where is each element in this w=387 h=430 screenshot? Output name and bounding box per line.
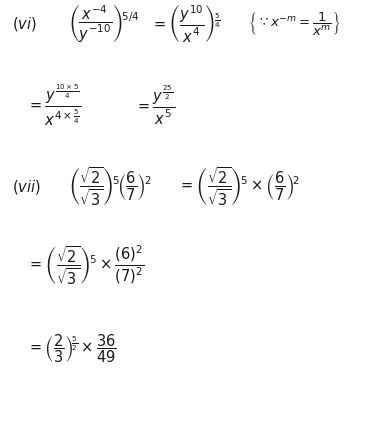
Text: $(vi)$: $(vi)$ [12,15,36,33]
Text: $= \left(\dfrac{y^{10}}{x^{4}}\right)^{\!\frac{5}{4}}$: $= \left(\dfrac{y^{10}}{x^{4}}\right)^{\… [151,3,221,44]
Text: $= \dfrac{y^{\frac{25}{2}}}{x^{5}}$: $= \dfrac{y^{\frac{25}{2}}}{x^{5}}$ [135,84,176,127]
Text: $\left(\dfrac{\sqrt{2}}{\sqrt{3}}\right)^{\!5}\!\left(\dfrac{6}{7}\right)^{\!2}$: $\left(\dfrac{\sqrt{2}}{\sqrt{3}}\right)… [68,166,151,208]
Text: $= \left(\dfrac{2}{3}\right)^{\!\frac{5}{2}} \times \dfrac{36}{49}$: $= \left(\dfrac{2}{3}\right)^{\!\frac{5}… [27,332,117,365]
Text: $= \dfrac{y^{\frac{10\times5}{4}}}{x^{4\times\frac{5}{4}}}$: $= \dfrac{y^{\frac{10\times5}{4}}}{x^{4\… [27,83,82,128]
Text: $\left(\dfrac{x^{-4}}{y^{-10}}\right)^{\!5/4}$: $\left(\dfrac{x^{-4}}{y^{-10}}\right)^{\… [68,3,139,44]
Text: $= \left(\dfrac{\sqrt{2}}{\sqrt{3}}\right)^{\!5} \times \left(\dfrac{6}{7}\right: $= \left(\dfrac{\sqrt{2}}{\sqrt{3}}\righ… [178,166,300,208]
Text: $= \left(\dfrac{\sqrt{2}}{\sqrt{3}}\right)^{\!5} \times \dfrac{(6)^{2}}{(7)^{2}}: $= \left(\dfrac{\sqrt{2}}{\sqrt{3}}\righ… [27,243,145,286]
Text: $\left\{\because x^{-m} = \dfrac{1}{x^{m}}\right\}$: $\left\{\because x^{-m} = \dfrac{1}{x^{m… [248,10,341,37]
Text: $(vii)$: $(vii)$ [12,178,41,196]
